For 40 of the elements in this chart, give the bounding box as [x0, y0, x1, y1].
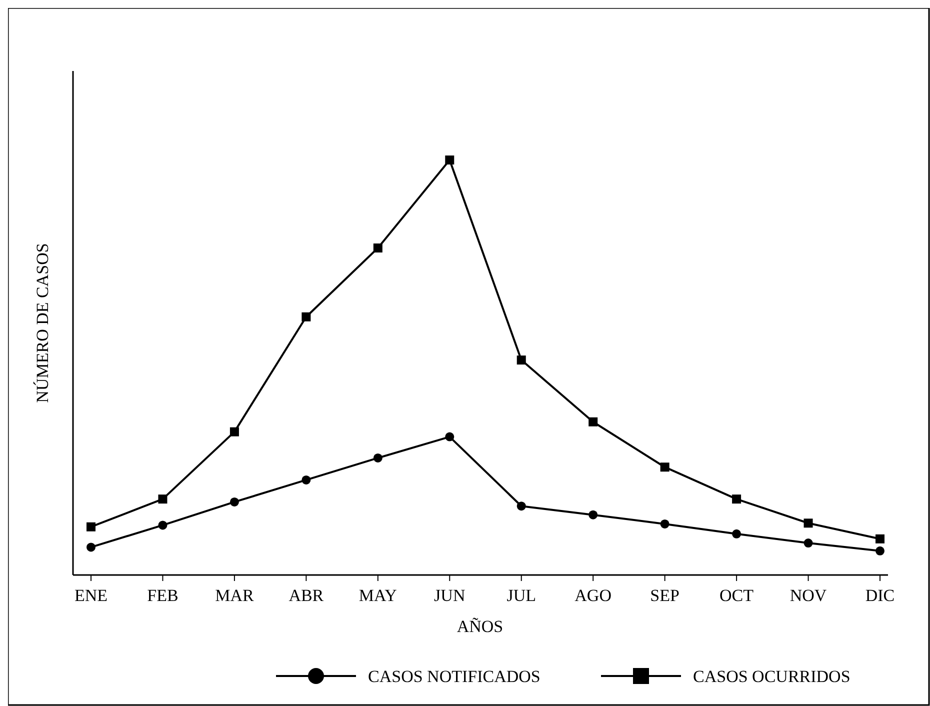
point: [86, 522, 96, 532]
point: [516, 502, 526, 511]
point: [660, 462, 670, 472]
point: [230, 427, 239, 436]
point: [445, 156, 454, 164]
x-tick-label: FEB: [147, 586, 178, 605]
point: [588, 510, 598, 520]
point: [373, 453, 382, 462]
x-axis-title: AÑOS: [456, 617, 504, 636]
x-tick-label: DIC: [865, 586, 895, 605]
point: [445, 432, 454, 442]
legend-label: CASOS NOTIFICADOS: [368, 667, 540, 686]
x-tick-label: MAY: [358, 586, 397, 605]
point: [660, 519, 670, 528]
point: [588, 417, 598, 426]
x-tick-label: SEP: [650, 586, 680, 605]
point: [302, 475, 311, 484]
point: [158, 494, 168, 504]
point: [876, 534, 884, 544]
x-tick-label: NOV: [790, 586, 828, 605]
point: [732, 529, 742, 538]
point: [230, 497, 239, 506]
point: [373, 243, 382, 252]
point: [732, 494, 742, 504]
x-tick-label: AGO: [574, 586, 612, 605]
legend-label: CASOS OCURRIDOS: [693, 667, 850, 686]
x-tick-label: MAR: [215, 586, 254, 605]
point: [516, 356, 526, 365]
x-tick-label: ABR: [288, 586, 324, 605]
point: [302, 312, 311, 322]
x-tick-label: JUN: [434, 586, 466, 605]
x-tick-label: JUL: [506, 586, 536, 605]
point: [86, 542, 96, 552]
point: [876, 546, 884, 556]
point: [158, 520, 168, 530]
point: [804, 518, 813, 528]
point: [804, 538, 813, 548]
y-axis-title: NÚMERO DE CASOS: [33, 243, 52, 403]
x-tick-label: OCT: [720, 586, 754, 605]
x-tick-label: ENE: [74, 586, 108, 605]
